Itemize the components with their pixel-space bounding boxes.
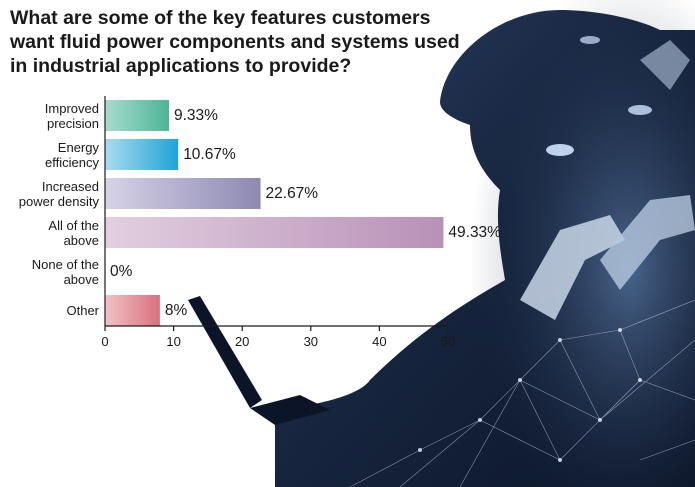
category-label: Improved precision [0, 101, 99, 131]
category-label: Other [0, 303, 99, 318]
value-label: 0% [110, 262, 133, 280]
category-label-line: Increased [41, 178, 99, 194]
value-label: 9.33% [174, 106, 218, 124]
bar [105, 178, 261, 209]
value-label: 10.67% [183, 145, 236, 163]
x-tick-label: 50 [440, 334, 456, 349]
category-label-line: All of the [48, 217, 99, 233]
bar [105, 217, 444, 248]
bar [105, 139, 179, 170]
category-label: None of the above [0, 257, 99, 287]
x-tick-label: 20 [234, 334, 250, 349]
category-label-line: above [63, 232, 99, 248]
x-tick-label: 10 [166, 334, 181, 349]
bar [105, 295, 160, 326]
x-tick-label: 0 [101, 334, 109, 349]
bar [105, 100, 170, 131]
value-label: 8% [164, 301, 188, 319]
category-label-line: efficiency [45, 154, 99, 170]
category-label-line: Other [66, 303, 99, 318]
chart-title: What are some of the key features custom… [10, 7, 460, 77]
category-label: Energy efficiency [0, 140, 99, 170]
category-label: Increased power density [0, 179, 99, 209]
tablet-silhouette [188, 296, 262, 408]
category-label-line: power density [18, 193, 99, 209]
category-label-line: Energy [57, 139, 99, 155]
x-tick-label: 30 [303, 334, 319, 349]
category-label-line: precision [46, 115, 99, 131]
category-label-line: Improved [44, 100, 99, 116]
value-label: 22.67% [265, 184, 319, 202]
category-label: All of the above [0, 218, 99, 248]
category-label-line: above [63, 271, 99, 287]
category-label-line: None of the [31, 256, 99, 272]
value-label: 49.33% [448, 223, 501, 241]
x-tick-label: 40 [372, 334, 387, 349]
